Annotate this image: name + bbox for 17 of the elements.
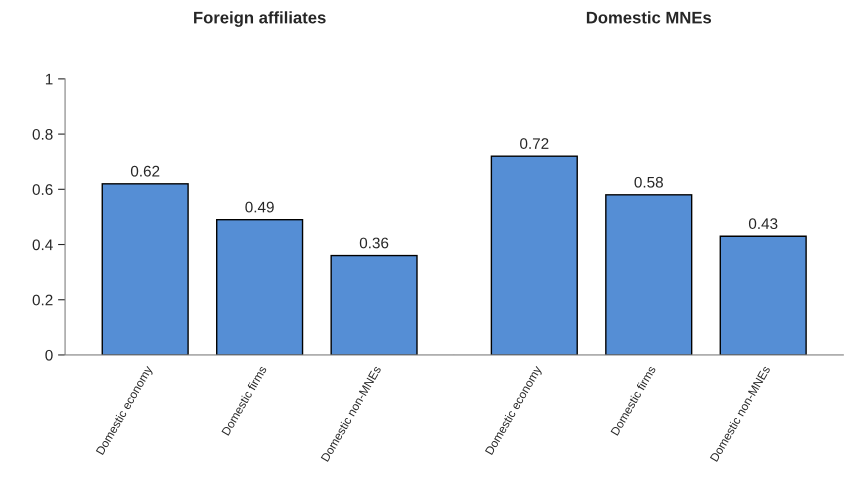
y-tick-label: 1 bbox=[46, 74, 53, 84]
data-label: 0.36 bbox=[360, 238, 388, 248]
data-label: 0.49 bbox=[245, 202, 274, 212]
data-label: 0.43 bbox=[748, 218, 778, 230]
bar bbox=[330, 254, 418, 355]
y-tick-label: 0 bbox=[45, 350, 53, 361]
y-tick-label: 0.8 bbox=[32, 128, 53, 140]
data-label: 0.72 bbox=[520, 138, 548, 149]
data-label: 0.58 bbox=[634, 176, 663, 188]
bar bbox=[216, 218, 304, 355]
y-tick-label: 0.2 bbox=[32, 294, 52, 306]
chart-title: Foreign affiliates bbox=[194, 11, 326, 27]
data-label: 0.62 bbox=[130, 166, 160, 177]
chart-title: Domestic MNEs bbox=[586, 11, 712, 24]
y-tick-label: 0.4 bbox=[32, 239, 53, 250]
bar bbox=[102, 183, 189, 355]
y-tick-label: 0.6 bbox=[32, 184, 53, 195]
